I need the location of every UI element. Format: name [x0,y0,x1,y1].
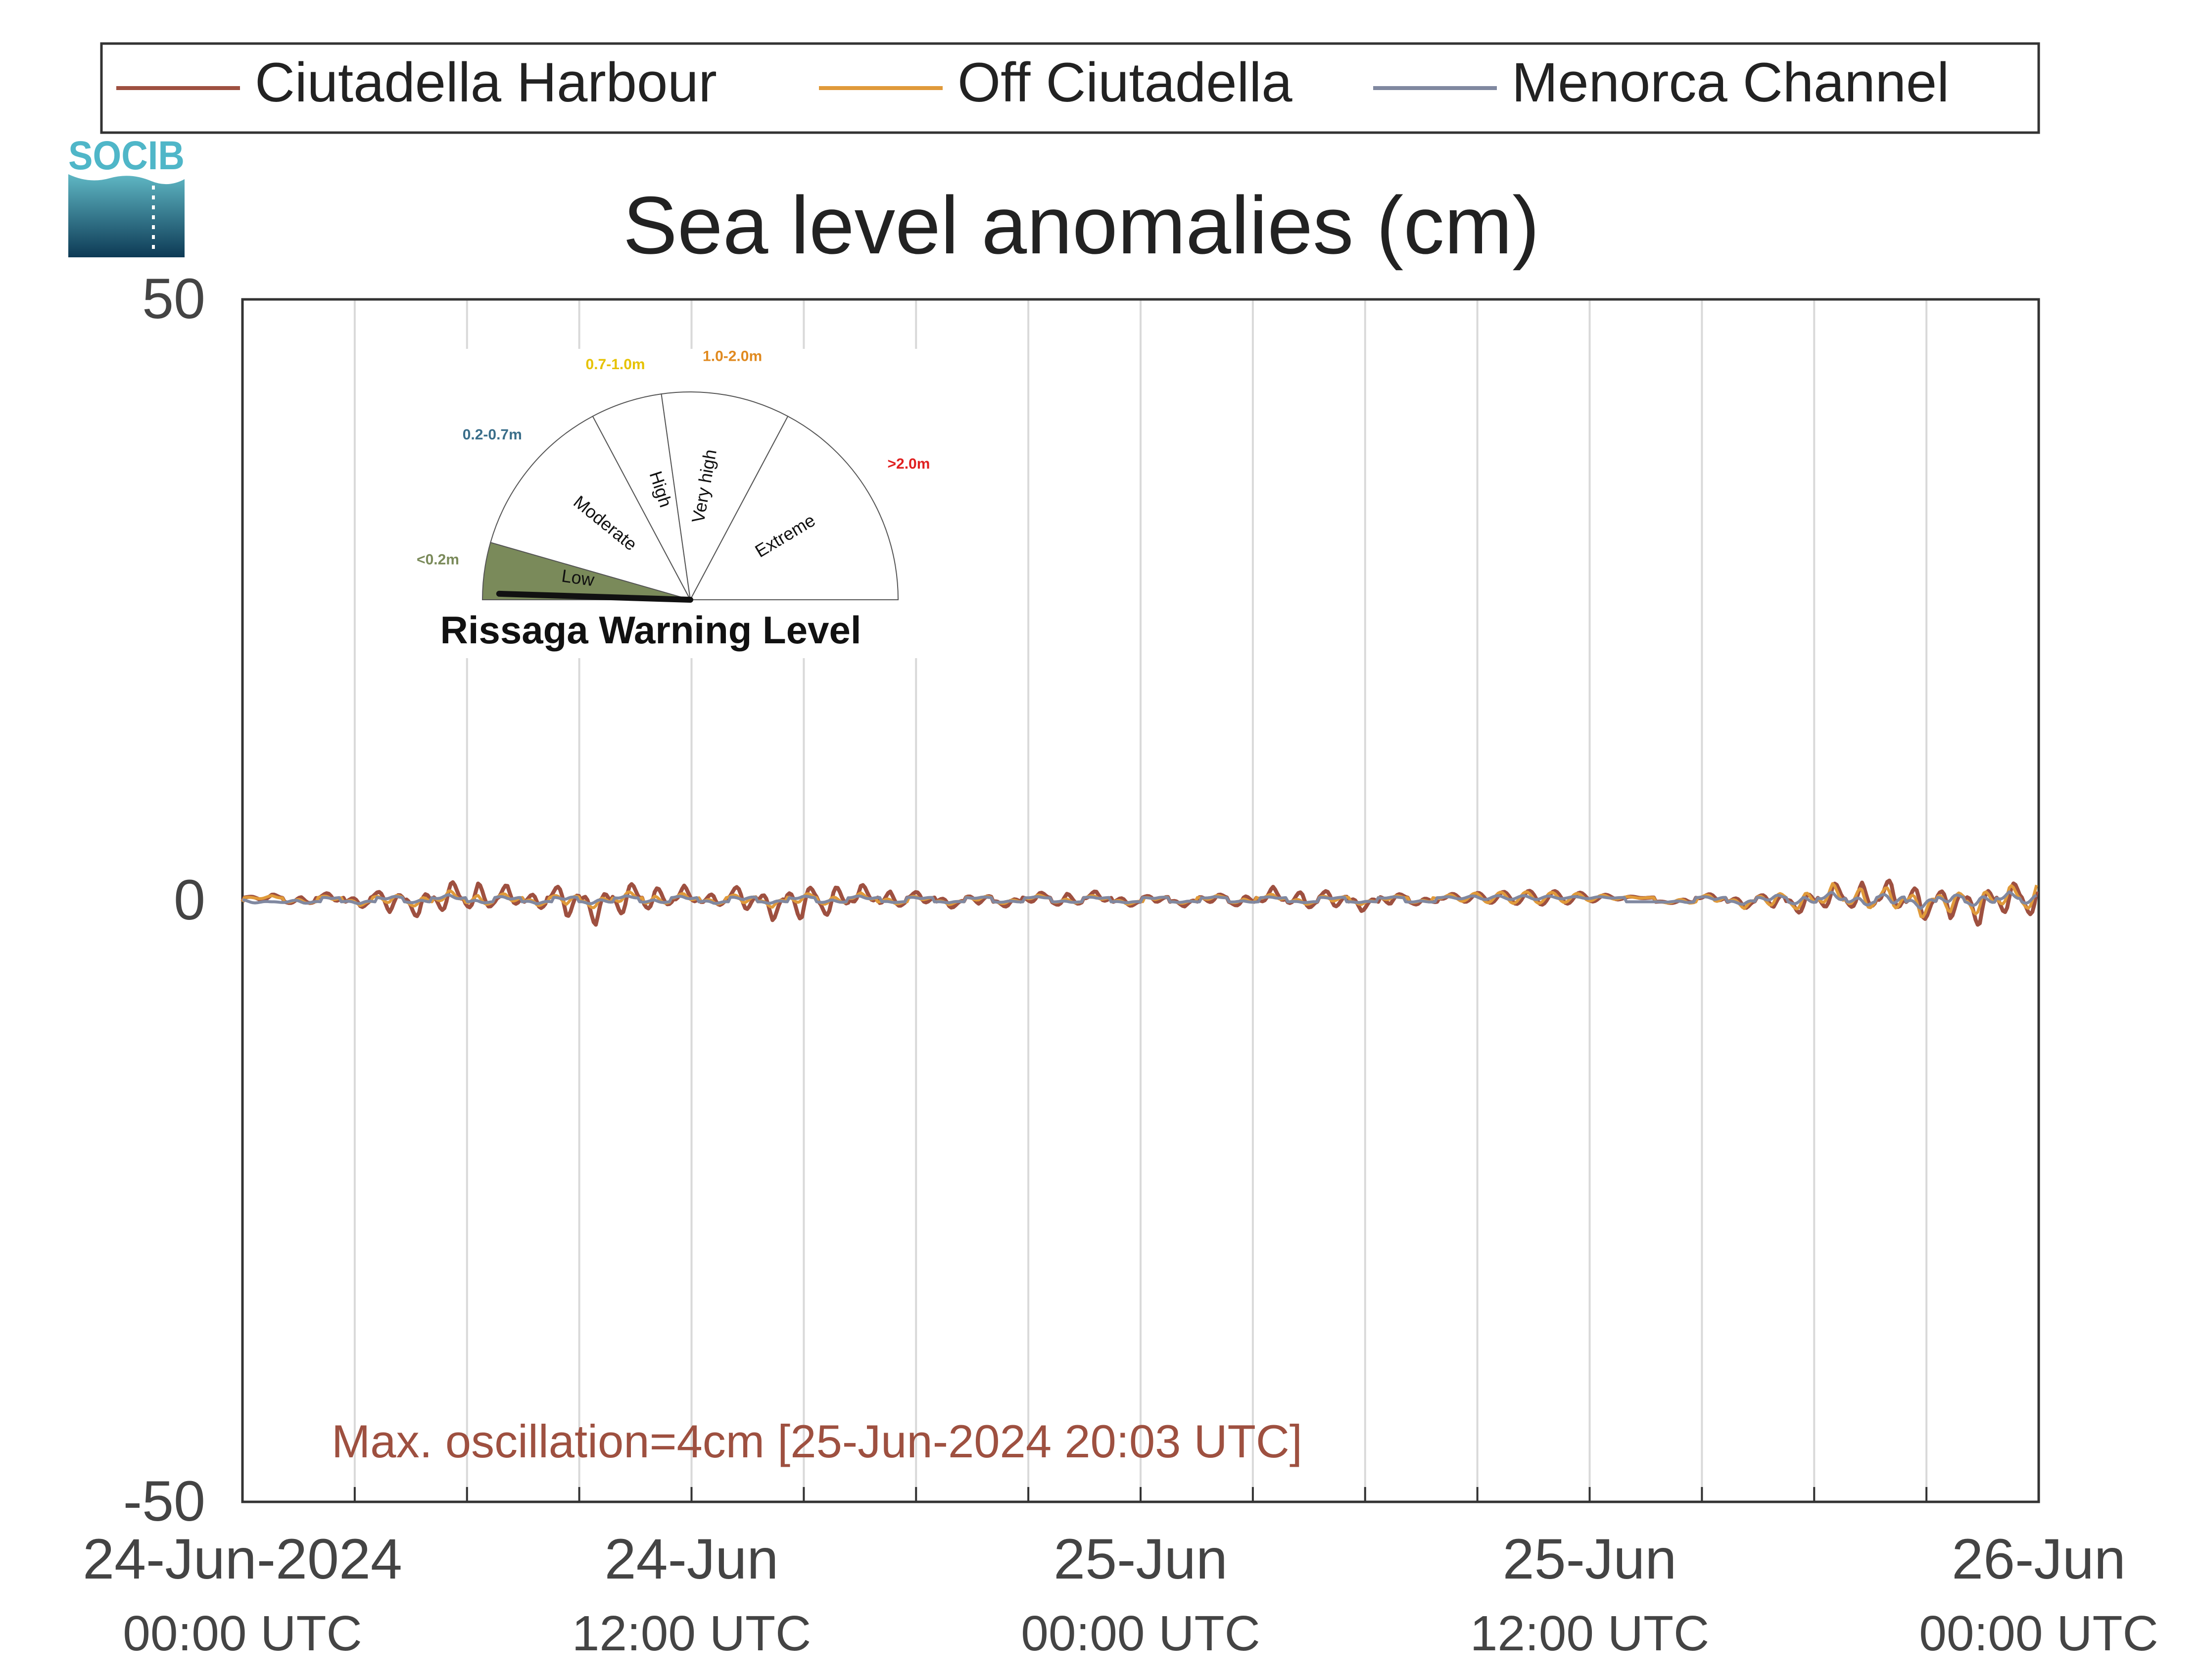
gauge-title: Rissaga Warning Level [440,608,861,652]
gauge-range-label: <0.2m [417,551,459,568]
x-tick-date-label: 24-Jun [605,1528,779,1591]
legend-label-off-ciutadella: Off Ciutadella [957,51,1292,113]
logo-wave-block [68,174,185,257]
data-series [240,878,2039,927]
socib-logo: SOCIB [68,133,185,257]
legend: Ciutadella Harbour Off Ciutadella Menorc… [100,42,2040,134]
x-tick-date-label: 26-Jun [1952,1528,2126,1591]
legend-box [100,42,2040,134]
gauge-sector-very-high [661,391,789,602]
gauge-sector-extreme [689,415,899,600]
gauge-range-label: >2.0m [887,456,930,472]
y-tick-label: 50 [142,267,205,331]
x-tick-date-label: 25-Jun [1503,1528,1677,1591]
gauge-needle [496,590,693,603]
legend-label-ciutadella-harbour: Ciutadella Harbour [255,51,717,113]
x-tick-time-label: 12:00 UTC [1470,1606,1710,1661]
legend-label-menorca-channel: Menorca Channel [1512,51,1949,113]
y-tick-label: -50 [123,1470,205,1533]
x-tick-time-label: 00:00 UTC [1021,1606,1260,1661]
gauge-range-label: 0.2-0.7m [463,427,522,443]
x-tick-time-label: 00:00 UTC [123,1606,362,1661]
gauge-range-label: 0.7-1.0m [586,356,645,373]
x-tick-date-label: 24-Jun-2024 [83,1528,402,1591]
gauge-sector-moderate [490,415,691,601]
rissaga-warning-gauge: Low<0.2mModerate0.2-0.7mHigh0.7-1.0mVery… [406,348,930,658]
series-line-menorca-channel [242,890,2037,910]
logo-text: SOCIB [68,133,185,178]
x-tick-time-label: 00:00 UTC [1919,1606,2158,1661]
gauge-sector-high [592,393,691,600]
gauge-range-label: 1.0-2.0m [703,348,762,364]
y-tick-label: 0 [174,868,205,932]
max-oscillation-annotation: Max. oscillation=4cm [25-Jun-2024 20:03 … [332,1415,1302,1467]
chart-title: Sea level anomalies (cm) [623,180,1539,271]
x-tick-date-label: 25-Jun [1053,1528,1228,1591]
x-tick-time-label: 12:00 UTC [572,1606,812,1661]
